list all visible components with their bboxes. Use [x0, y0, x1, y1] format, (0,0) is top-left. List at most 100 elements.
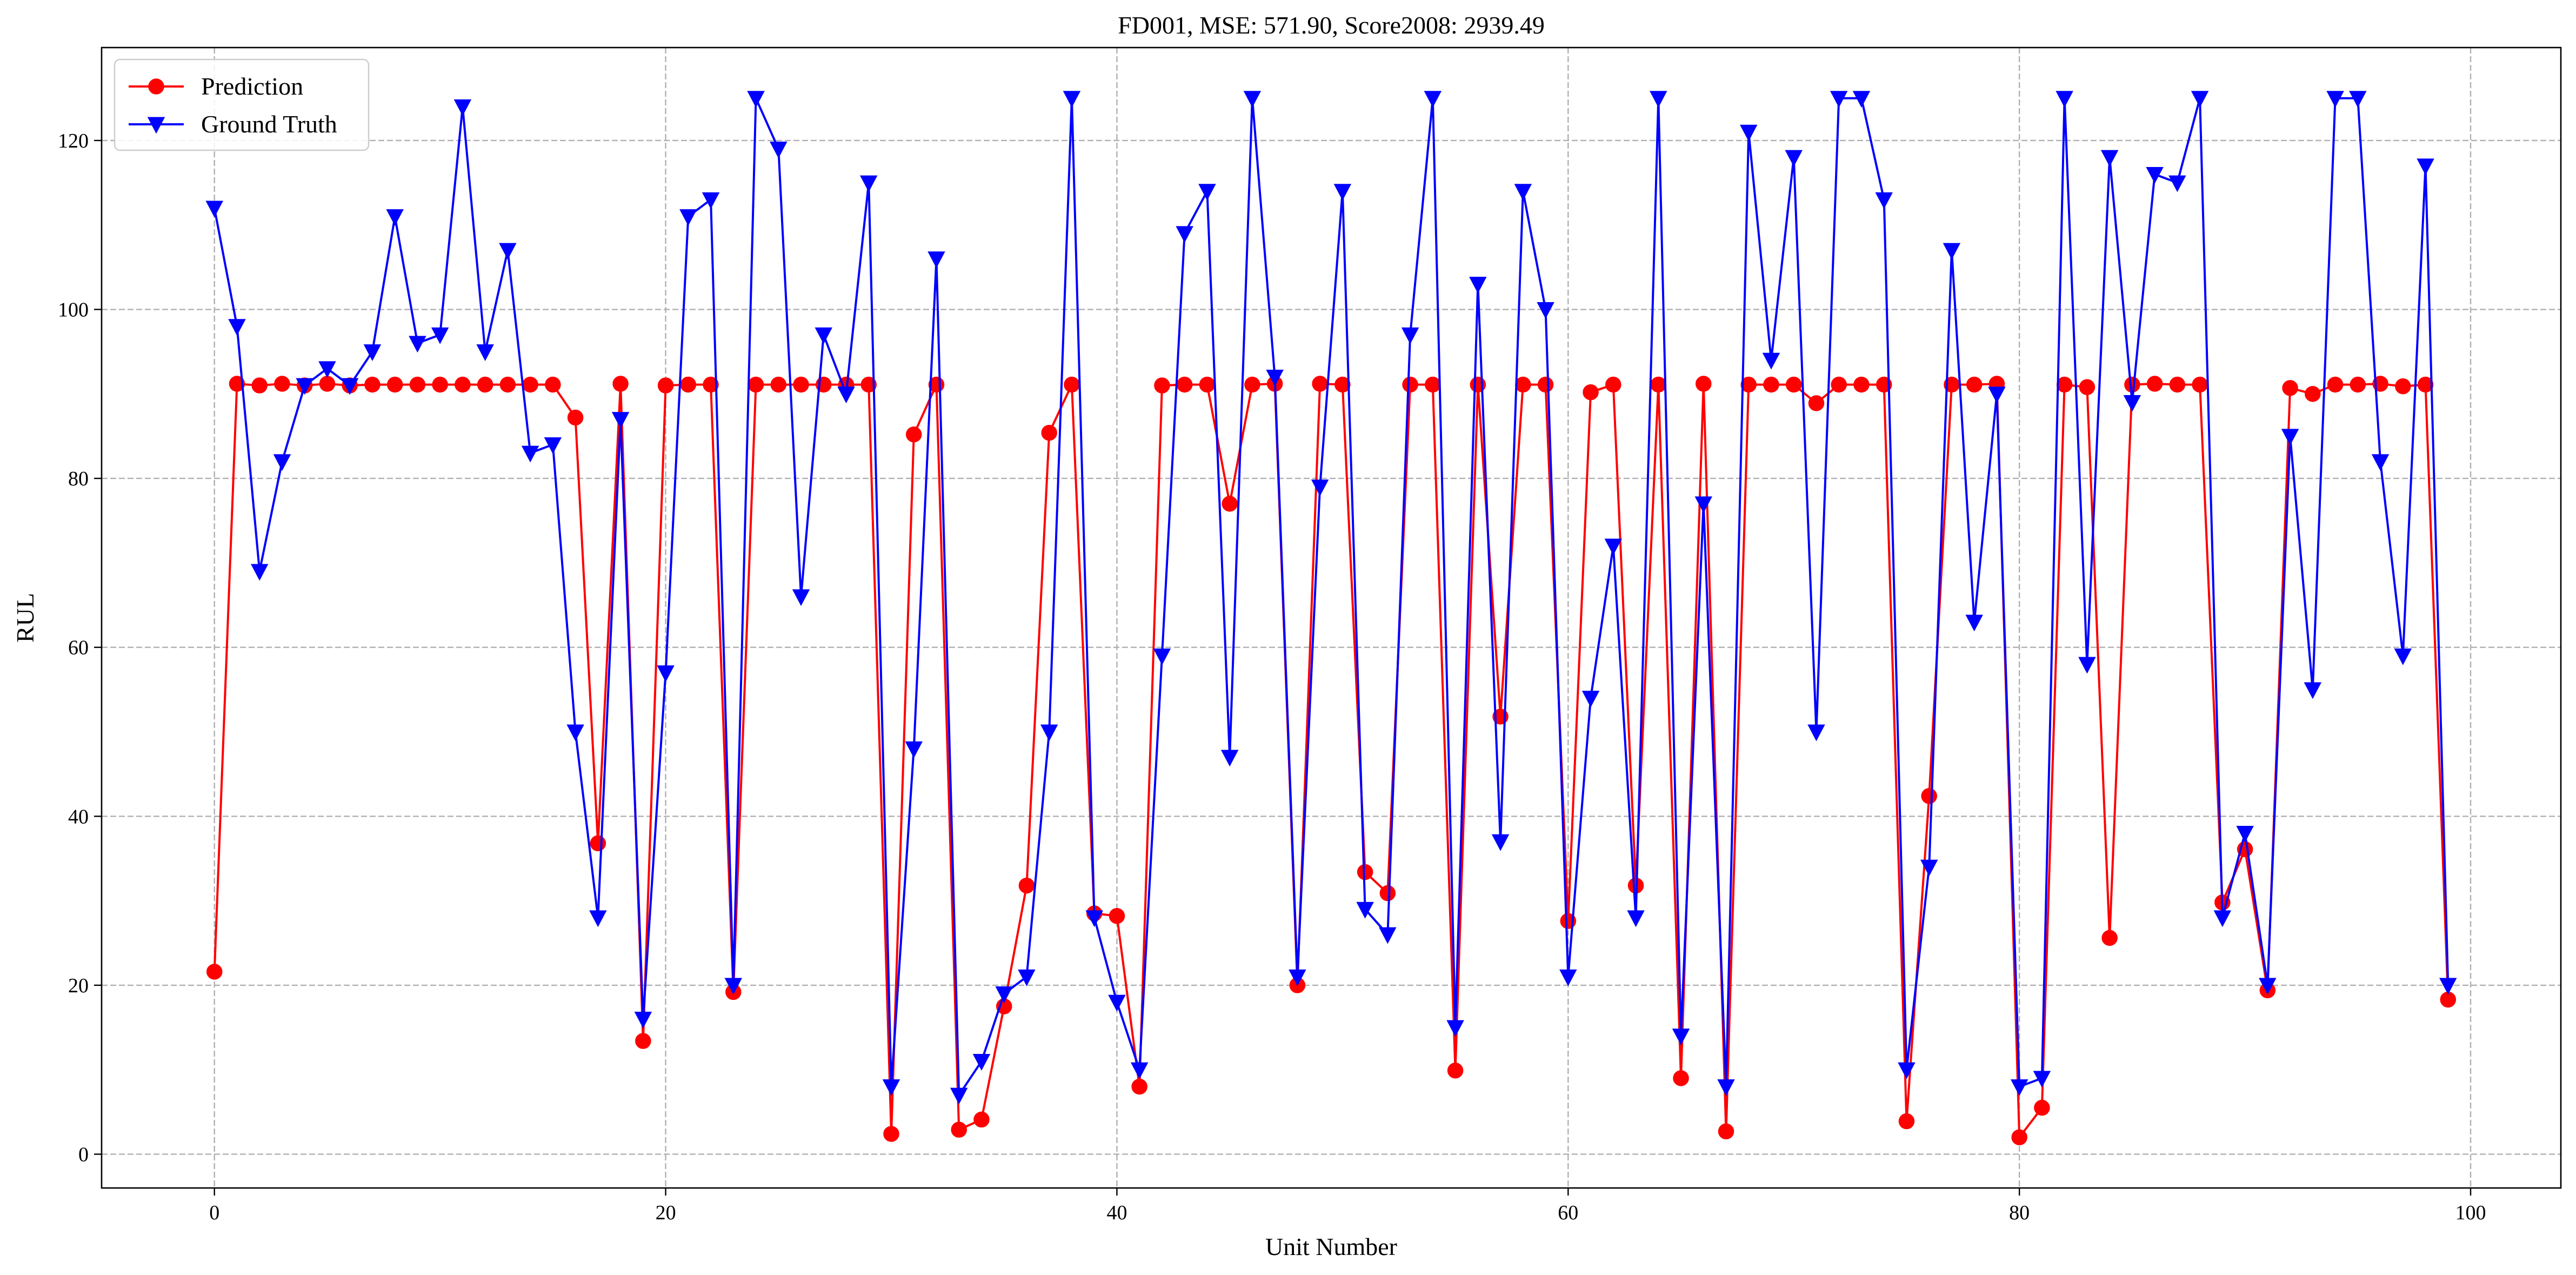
- ground-truth-point: [611, 412, 630, 429]
- prediction-point: [1041, 424, 1057, 441]
- ground-truth-point: [882, 1079, 900, 1096]
- ground-truth-point: [679, 209, 697, 226]
- ground-truth-point: [1379, 927, 1397, 944]
- ground-truth-point: [2417, 158, 2434, 176]
- prediction-point: [1379, 885, 1396, 902]
- prediction-point: [1312, 376, 1328, 392]
- ground-truth-point: [2326, 91, 2344, 108]
- prediction-point: [319, 376, 336, 392]
- prediction-point: [2305, 386, 2321, 402]
- x-tick-label: 40: [1106, 1201, 1127, 1224]
- ground-truth-line: [213, 97, 2450, 1097]
- prediction-point: [1515, 376, 1531, 393]
- ground-truth-point: [1176, 226, 1193, 243]
- chart-title: FD001, MSE: 571.90, Score2008: 2939.49: [1118, 11, 1545, 39]
- ground-truth-point: [2371, 454, 2390, 471]
- ground-truth-point: [1198, 184, 1216, 201]
- ground-truth-point: [1311, 479, 1329, 497]
- ground-truth-point: [2123, 395, 2141, 412]
- x-tick-label: 20: [656, 1201, 676, 1224]
- prediction-point: [973, 1111, 990, 1128]
- ground-truth-point: [318, 361, 336, 378]
- ground-truth-point: [1943, 243, 1961, 260]
- legend-label-prediction: Prediction: [201, 72, 303, 100]
- ground-truth-point: [1965, 615, 1983, 632]
- prediction-point: [499, 376, 516, 393]
- y-tick-label: 0: [78, 1143, 89, 1166]
- prediction-point: [1131, 1078, 1147, 1095]
- ground-truth-point: [1920, 859, 1938, 877]
- ground-truth-point: [1266, 370, 1284, 386]
- prediction-point: [1199, 376, 1216, 393]
- prediction-point: [2146, 376, 2163, 392]
- ground-truth-point: [837, 386, 855, 404]
- prediction-point: [386, 376, 403, 393]
- prediction-point: [1109, 907, 1125, 924]
- ground-truth-point: [1650, 91, 1667, 108]
- ground-truth-point: [634, 1011, 652, 1029]
- prediction-point: [1853, 376, 1870, 393]
- prediction-point: [2282, 380, 2298, 396]
- ground-truth-point: [950, 1087, 968, 1105]
- ground-truth-point: [363, 344, 382, 362]
- prediction-point: [2124, 376, 2140, 393]
- prediction-point: [2101, 930, 2118, 946]
- prediction-point: [1921, 788, 1937, 804]
- prediction-point: [1831, 376, 1847, 393]
- prediction-point: [455, 376, 471, 393]
- ground-truth-point: [341, 378, 359, 395]
- ground-truth-point: [1830, 91, 1848, 108]
- ground-truth-point: [792, 589, 810, 606]
- ground-truth-point: [250, 564, 269, 581]
- prediction-point: [1064, 376, 1080, 393]
- ground-truth-point: [815, 327, 833, 344]
- ground-truth-point: [2168, 175, 2186, 192]
- ground-truth-point: [2349, 91, 2367, 108]
- ground-truth-point: [1898, 1062, 1916, 1079]
- prediction-point: [206, 964, 223, 980]
- ground-truth-point: [1018, 969, 1036, 986]
- legend-marker-prediction: [148, 78, 164, 95]
- prediction-point: [567, 409, 584, 426]
- ground-truth-point: [1672, 1029, 1690, 1046]
- prediction-point: [1740, 376, 1757, 393]
- prediction-point: [1650, 376, 1667, 393]
- prediction-point: [1763, 376, 1779, 393]
- ground-truth-point: [1807, 724, 1825, 742]
- ground-truth-point: [2191, 91, 2209, 108]
- ground-truth-point: [476, 344, 494, 362]
- prediction-point: [274, 376, 290, 392]
- prediction-point: [1425, 376, 1441, 393]
- ground-truth-point: [566, 724, 584, 742]
- ground-truth-point: [724, 978, 743, 995]
- prediction-point: [1785, 376, 1802, 393]
- prediction-point: [1244, 376, 1260, 393]
- ground-truth-point: [2056, 91, 2073, 108]
- ground-truth-point: [1469, 277, 1487, 293]
- prediction-point: [2056, 376, 2073, 393]
- prediction-point: [590, 835, 606, 852]
- ground-truth-point: [544, 437, 562, 454]
- prediction-point: [883, 1126, 899, 1142]
- ground-truth-point: [386, 209, 404, 226]
- ground-truth-point: [747, 91, 765, 108]
- ground-truth-point: [1446, 1020, 1464, 1037]
- prediction-point: [229, 376, 245, 392]
- grid: [102, 48, 2561, 1188]
- y-tick-label: 60: [68, 637, 89, 659]
- prediction-point: [1583, 384, 1599, 400]
- prediction-point: [1808, 395, 1825, 411]
- ground-truth-point: [1875, 192, 1893, 209]
- y-tick-label: 20: [68, 974, 89, 997]
- prediction-point: [2192, 376, 2208, 393]
- x-tick-label: 100: [2455, 1201, 2486, 1224]
- ground-truth-point: [2304, 682, 2322, 699]
- prediction-point: [2079, 379, 2095, 396]
- ground-truth-point: [1537, 302, 1554, 319]
- prediction-point: [657, 377, 674, 393]
- ground-truth-point: [657, 665, 675, 682]
- prediction-point: [1447, 1062, 1464, 1079]
- prediction-point: [2169, 376, 2186, 393]
- ground-truth-point: [2010, 1079, 2028, 1096]
- ground-truth-point: [2236, 826, 2254, 843]
